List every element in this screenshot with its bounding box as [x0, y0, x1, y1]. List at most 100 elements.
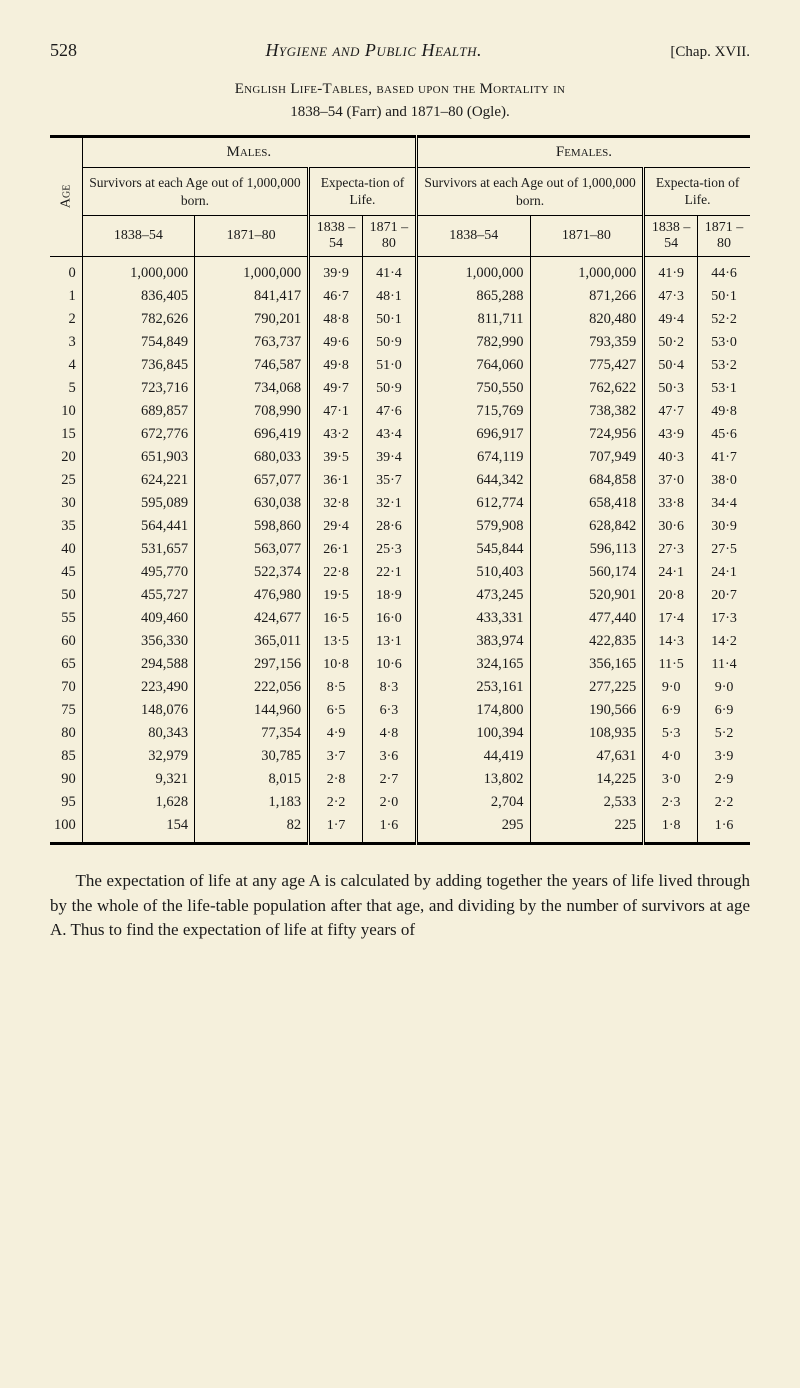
data-cell: 26·1: [309, 538, 363, 561]
data-cell: 8·5: [309, 676, 363, 699]
table-row: 10689,857708,99047·147·6715,769738,38247…: [50, 400, 750, 423]
data-cell: 45·6: [698, 423, 750, 446]
data-cell: 25·3: [362, 538, 416, 561]
data-cell: 11·4: [698, 653, 750, 676]
data-cell: 762,622: [530, 377, 644, 400]
data-cell: 775,427: [530, 354, 644, 377]
data-cell: 27·5: [698, 538, 750, 561]
data-cell: 27·3: [644, 538, 698, 561]
data-cell: 44·6: [698, 257, 750, 286]
data-cell: 455,727: [82, 584, 194, 607]
data-cell: 624,221: [82, 469, 194, 492]
table-row: 15672,776696,41943·243·4696,917724,95643…: [50, 423, 750, 446]
data-cell: 356,330: [82, 630, 194, 653]
table-row: 01,000,0001,000,00039·941·41,000,0001,00…: [50, 257, 750, 286]
data-cell: 10·8: [309, 653, 363, 676]
data-cell: 24·1: [698, 561, 750, 584]
data-cell: 51·0: [362, 354, 416, 377]
table-row: 20651,903680,03339·539·4674,119707,94940…: [50, 446, 750, 469]
data-cell: 4·0: [644, 745, 698, 768]
data-cell: 1·7: [309, 814, 363, 844]
data-cell: 2·8: [309, 768, 363, 791]
males-survivors-header: Survivors at each Age out of 1,000,000 b…: [82, 168, 308, 216]
data-cell: 2·3: [644, 791, 698, 814]
data-cell: 674,119: [416, 446, 530, 469]
age-cell: 100: [50, 814, 82, 844]
data-cell: 782,990: [416, 331, 530, 354]
data-cell: 3·9: [698, 745, 750, 768]
males-header: Males.: [82, 137, 416, 168]
age-cell: 65: [50, 653, 82, 676]
data-cell: 811,711: [416, 308, 530, 331]
data-cell: 32,979: [82, 745, 194, 768]
data-cell: 612,774: [416, 492, 530, 515]
data-cell: 144,960: [195, 699, 309, 722]
data-cell: 43·4: [362, 423, 416, 446]
data-cell: 793,359: [530, 331, 644, 354]
data-cell: 1,183: [195, 791, 309, 814]
data-cell: 277,225: [530, 676, 644, 699]
data-cell: 707,949: [530, 446, 644, 469]
period-header: 1838 –54: [644, 216, 698, 257]
data-cell: 190,566: [530, 699, 644, 722]
data-cell: 50·1: [362, 308, 416, 331]
data-cell: 46·7: [309, 285, 363, 308]
data-cell: 1,000,000: [530, 257, 644, 286]
data-cell: 836,405: [82, 285, 194, 308]
data-cell: 696,917: [416, 423, 530, 446]
data-cell: 10·6: [362, 653, 416, 676]
age-cell: 95: [50, 791, 82, 814]
data-cell: 1,628: [82, 791, 194, 814]
females-survivors-header: Survivors at each Age out of 1,000,000 b…: [416, 168, 643, 216]
data-cell: 14·3: [644, 630, 698, 653]
data-cell: 782,626: [82, 308, 194, 331]
data-cell: 1,000,000: [195, 257, 309, 286]
data-cell: 708,990: [195, 400, 309, 423]
period-header: 1838–54: [416, 216, 530, 257]
data-cell: 495,770: [82, 561, 194, 584]
data-cell: 1,000,000: [82, 257, 194, 286]
data-cell: 47·1: [309, 400, 363, 423]
data-cell: 47,631: [530, 745, 644, 768]
data-cell: 531,657: [82, 538, 194, 561]
table-row: 75148,076144,9606·56·3174,800190,5666·96…: [50, 699, 750, 722]
table-row: 8080,34377,3544·94·8100,394108,9355·35·2: [50, 722, 750, 745]
data-cell: 750,550: [416, 377, 530, 400]
data-cell: 715,769: [416, 400, 530, 423]
data-cell: 35·7: [362, 469, 416, 492]
page-number: 528: [50, 40, 77, 61]
data-cell: 41·9: [644, 257, 698, 286]
table-row: 25624,221657,07736·135·7644,342684,85837…: [50, 469, 750, 492]
data-cell: 17·3: [698, 607, 750, 630]
data-cell: 871,266: [530, 285, 644, 308]
table-row: 3754,849763,73749·650·9782,990793,35950·…: [50, 331, 750, 354]
data-cell: 29·4: [309, 515, 363, 538]
data-cell: 2·2: [309, 791, 363, 814]
males-expecta-header: Expecta-tion of Life.: [309, 168, 417, 216]
data-cell: 28·6: [362, 515, 416, 538]
table-row: 40531,657563,07726·125·3545,844596,11327…: [50, 538, 750, 561]
data-cell: 736,845: [82, 354, 194, 377]
data-cell: 50·9: [362, 331, 416, 354]
data-cell: 820,480: [530, 308, 644, 331]
data-cell: 596,113: [530, 538, 644, 561]
data-cell: 20·7: [698, 584, 750, 607]
data-cell: 47·6: [362, 400, 416, 423]
data-cell: 560,174: [530, 561, 644, 584]
age-cell: 3: [50, 331, 82, 354]
data-cell: 52·2: [698, 308, 750, 331]
age-cell: 85: [50, 745, 82, 768]
period-header: 1871 –80: [362, 216, 416, 257]
data-cell: 680,033: [195, 446, 309, 469]
data-cell: 295: [416, 814, 530, 844]
data-cell: 324,165: [416, 653, 530, 676]
data-cell: 477,440: [530, 607, 644, 630]
data-cell: 11·5: [644, 653, 698, 676]
data-cell: 297,156: [195, 653, 309, 676]
data-cell: 38·0: [698, 469, 750, 492]
data-cell: 595,089: [82, 492, 194, 515]
period-header: 1838 –54: [309, 216, 363, 257]
data-cell: 14·2: [698, 630, 750, 653]
table-row: 4736,845746,58749·851·0764,060775,42750·…: [50, 354, 750, 377]
data-cell: 630,038: [195, 492, 309, 515]
